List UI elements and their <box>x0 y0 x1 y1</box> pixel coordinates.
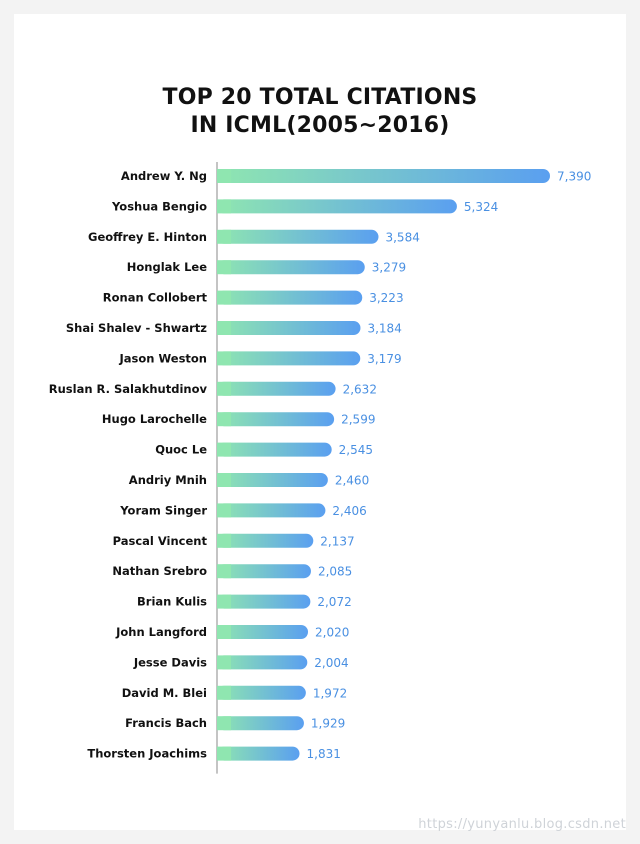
chart-title-line-2: IN ICML(2005~2016) <box>190 113 450 138</box>
bar <box>217 169 550 183</box>
bar <box>217 655 308 670</box>
bar-base <box>217 473 231 487</box>
category-label: Shai Shalev - Shwartz <box>66 321 207 335</box>
category-label: Pascal Vincent <box>113 534 208 548</box>
category-label: Nathan Srebro <box>112 564 207 578</box>
chart-title-line-1: TOP 20 TOTAL CITATIONS <box>162 85 478 110</box>
category-label: Honglak Lee <box>127 260 207 274</box>
category-label: Francis Bach <box>125 716 207 730</box>
value-label: 3,184 <box>367 322 401 336</box>
value-label: 2,545 <box>339 443 373 457</box>
value-label: 7,390 <box>557 170 591 184</box>
value-label: 2,085 <box>318 565 352 579</box>
bar-base <box>217 564 231 579</box>
value-label: 1,929 <box>311 717 345 731</box>
bar-base <box>217 746 231 761</box>
bar <box>217 473 328 487</box>
bar <box>217 442 332 457</box>
value-label: 5,324 <box>464 200 498 214</box>
category-label: Geoffrey E. Hinton <box>88 230 207 244</box>
bar <box>217 199 457 214</box>
bar-base <box>217 260 231 275</box>
bar-base <box>217 533 231 548</box>
value-label: 1,972 <box>313 686 347 700</box>
bar <box>217 625 309 639</box>
value-label: 2,072 <box>317 595 351 609</box>
value-label: 2,460 <box>335 474 369 488</box>
value-label: 1,831 <box>307 747 341 761</box>
category-label: Yoram Singer <box>119 503 207 517</box>
value-label: 3,223 <box>369 291 403 305</box>
value-label: 2,599 <box>341 413 375 427</box>
bar <box>217 503 326 518</box>
category-label: Brian Kulis <box>137 595 207 609</box>
value-label: 2,137 <box>320 534 354 548</box>
bars-group: Andrew Y. Ng 7,390 Yoshua Bengio 5,324 Geoff… <box>49 169 591 761</box>
bar <box>217 351 361 366</box>
bar-base <box>217 169 231 183</box>
category-label: Jesse Davis <box>133 655 207 669</box>
category-label: Thorsten Joachims <box>87 747 207 761</box>
bar <box>217 321 361 335</box>
bar-base <box>217 442 231 457</box>
bar <box>217 746 300 761</box>
value-label: 2,406 <box>332 504 366 518</box>
bar-base <box>217 199 231 214</box>
category-label: Jason Weston <box>119 351 207 365</box>
bar-base <box>217 351 231 366</box>
value-label: 3,179 <box>367 352 401 366</box>
bar-base <box>217 381 231 396</box>
bar-base <box>217 685 231 700</box>
bar <box>217 533 314 548</box>
category-label: Andrew Y. Ng <box>121 169 207 183</box>
bar-base <box>217 412 231 427</box>
category-label: Quoc Le <box>155 443 207 457</box>
bar-base <box>217 594 231 609</box>
category-label: John Langford <box>115 625 207 639</box>
bar-base <box>217 229 231 244</box>
category-label: David M. Blei <box>122 686 207 700</box>
bar-base <box>217 625 231 639</box>
category-label: Andriy Mnih <box>129 473 207 487</box>
category-label: Hugo Larochelle <box>102 412 207 426</box>
value-label: 3,279 <box>372 261 406 275</box>
bar-base <box>217 290 231 305</box>
category-label: Ronan Collobert <box>103 291 208 305</box>
bar <box>217 564 311 579</box>
value-label: 2,020 <box>315 626 349 640</box>
bar-base <box>217 716 231 731</box>
bar <box>217 229 379 244</box>
bar <box>217 412 335 427</box>
chart-title: TOP 20 TOTAL CITATIONS IN ICML(2005~2016… <box>0 84 640 140</box>
watermark: https://yunyanlu.blog.csdn.net <box>418 817 626 832</box>
bar <box>217 594 311 609</box>
category-label: Ruslan R. Salakhutdinov <box>49 382 208 396</box>
value-label: 2,632 <box>343 382 377 396</box>
bar <box>217 290 363 305</box>
category-label: Yoshua Bengio <box>111 199 207 213</box>
bar <box>217 716 304 731</box>
value-label: 3,584 <box>385 230 419 244</box>
value-label: 2,004 <box>314 656 348 670</box>
bar-base <box>217 655 231 670</box>
bar <box>217 260 365 275</box>
bar <box>217 685 306 700</box>
bar <box>217 381 336 396</box>
bar-base <box>217 503 231 518</box>
bar-base <box>217 321 231 335</box>
